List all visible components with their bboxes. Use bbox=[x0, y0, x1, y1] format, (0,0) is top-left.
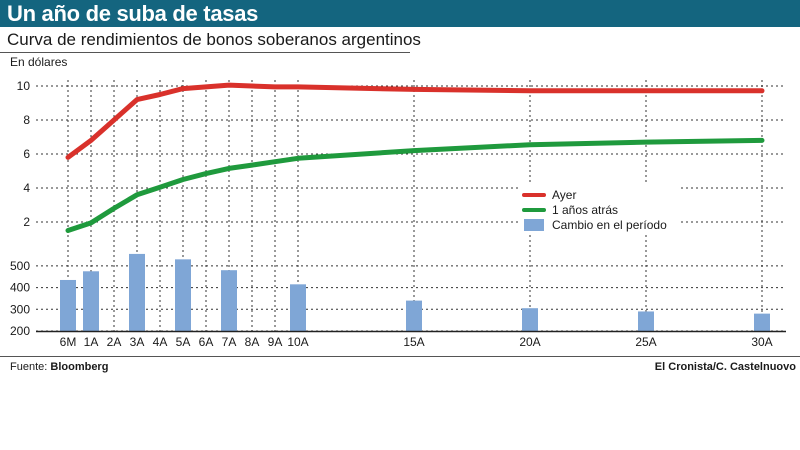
chart-title: Un año de suba de tasas bbox=[7, 1, 259, 26]
bar-1A bbox=[83, 271, 99, 331]
bar-layer bbox=[60, 253, 770, 331]
y-tick-label: 8 bbox=[23, 113, 30, 127]
bar-10A bbox=[290, 284, 306, 331]
series-line-ayer bbox=[65, 82, 765, 160]
chart-subtitle: Curva de rendimientos de bonos soberanos… bbox=[7, 30, 421, 49]
footer-divider bbox=[0, 356, 800, 357]
series-line-anio-atras bbox=[65, 137, 765, 233]
y-tick-label: 6 bbox=[23, 147, 30, 161]
x-tick-label: 8A bbox=[245, 335, 260, 349]
source-label: Fuente: bbox=[10, 361, 48, 373]
legend-item-cambio-label: Cambio en el período bbox=[552, 218, 667, 232]
bar-y-tick-label: 400 bbox=[10, 281, 30, 295]
bar-y-tick-label: 500 bbox=[10, 259, 30, 273]
legend-item-cambio-swatch bbox=[524, 219, 544, 231]
footer-credit: El Cronista/C. Castelnuovo bbox=[654, 361, 796, 373]
x-tick-label: 5A bbox=[176, 335, 191, 349]
header-bar: Un año de suba de tasas bbox=[0, 0, 800, 27]
grid-layer bbox=[36, 80, 786, 332]
x-tick-label: 6A bbox=[199, 335, 214, 349]
bar-y-tick-label: 300 bbox=[10, 302, 30, 316]
x-tick-label: 4A bbox=[153, 335, 168, 349]
bar-15A bbox=[406, 300, 422, 331]
x-tick-label: 9A bbox=[268, 335, 283, 349]
y-tick-label: 4 bbox=[23, 181, 30, 195]
x-tick-label: 15A bbox=[403, 335, 424, 349]
legend-item-ayer-label: Ayer bbox=[552, 188, 576, 202]
bar-30A bbox=[754, 313, 770, 331]
axis-layer: 2 4 6 8 10 200 300 400 500 6M 1A 2A 3A 4A 5A 6A 7A 8A 9A 10… bbox=[10, 79, 786, 349]
source-name: Bloomberg bbox=[50, 361, 109, 373]
bar-7A bbox=[221, 270, 237, 331]
x-tick-label: 2A bbox=[107, 335, 122, 349]
subtitle-divider bbox=[0, 52, 410, 53]
bar-25A bbox=[638, 311, 654, 331]
x-tick-label: 30A bbox=[751, 335, 772, 349]
bar-6M bbox=[60, 279, 76, 331]
bar-5A bbox=[175, 259, 191, 331]
x-tick-label: 3A bbox=[130, 335, 145, 349]
line-layer bbox=[65, 82, 765, 233]
x-tick-label: 1A bbox=[84, 335, 99, 349]
legend-item-anio-atras-label: 1 años atrás bbox=[552, 203, 618, 217]
footer-source: Fuente: Bloomberg bbox=[10, 361, 108, 373]
bar-y-tick-label: 200 bbox=[10, 324, 30, 338]
unit-label: En dólares bbox=[10, 55, 68, 69]
x-tick-label: 10A bbox=[287, 335, 308, 349]
y-tick-label: 10 bbox=[17, 79, 31, 93]
x-tick-label: 7A bbox=[222, 335, 237, 349]
x-tick-label: 25A bbox=[635, 335, 656, 349]
bar-3A bbox=[129, 253, 145, 331]
bar-20A bbox=[522, 308, 538, 331]
y-tick-label: 2 bbox=[23, 215, 30, 229]
x-tick-label: 6M bbox=[60, 335, 77, 349]
x-tick-label: 20A bbox=[519, 335, 540, 349]
